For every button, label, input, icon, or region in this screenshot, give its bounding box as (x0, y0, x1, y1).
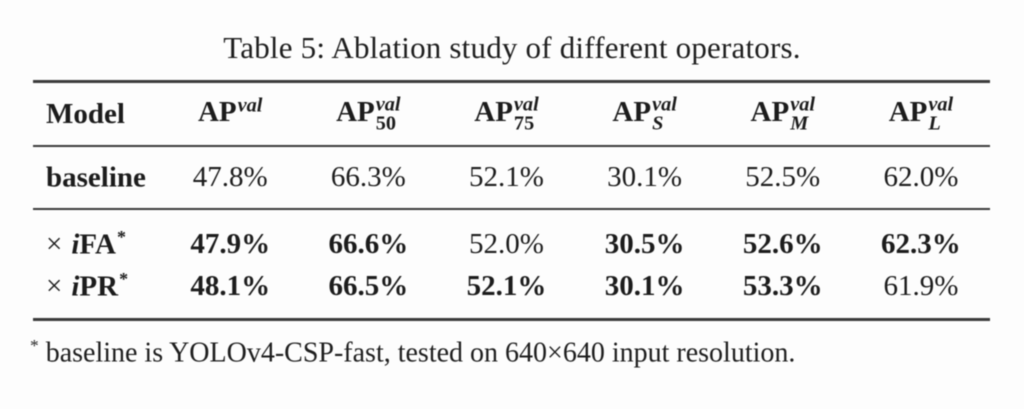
value-cell: 30.1% (607, 161, 683, 193)
value-cell: 52.1% (469, 161, 544, 193)
table-row-baseline: baseline 47.8% 66.3% 52.1% 30.1% 52.5% 6… (33, 146, 990, 209)
value-cell: 48.1% (190, 269, 271, 302)
value-cell: 61.9% (883, 269, 959, 302)
value-cell: 30.5% (604, 227, 685, 260)
table-row-ifa: × iFA* 47.9% 66.6% 52.0% 30.5% 52.6% 62.3… (33, 209, 990, 262)
value-cell: 52.0% (469, 227, 544, 260)
table-row-ipr: × iPR* 48.1% 66.5% 52.1% 30.1% 53.3% 61.9… (33, 262, 990, 320)
header-ap: AP val (197, 93, 263, 128)
value-cell: 30.1% (604, 269, 685, 302)
header-row: Model AP val AP val 50 AP val 75 AP val S AP val… (33, 81, 990, 146)
value-cell: 62.3% (881, 227, 961, 260)
header-ap50: AP val 50 (336, 93, 401, 135)
asterisk-superscript: * (119, 268, 129, 289)
model-name: FA (79, 228, 116, 261)
header-ap75: AP val 75 (474, 93, 539, 135)
header-ap-m: AP val M (750, 93, 815, 135)
model-name: PR (79, 270, 119, 303)
value-cell: 66.5% (328, 269, 409, 302)
header-ap-s: AP val S (612, 93, 677, 135)
value-cell: 52.6% (742, 227, 823, 260)
asterisk-superscript: * (116, 226, 126, 247)
header-model: Model (46, 97, 125, 130)
times-symbol: × (46, 228, 63, 261)
model-cell: baseline (33, 146, 161, 209)
model-name: baseline (46, 161, 146, 194)
times-symbol: × (46, 270, 63, 303)
table-footnote: * baseline is YOLOv4-CSP-fast, tested on … (30, 336, 1024, 369)
model-cell: × iPR* (46, 268, 129, 303)
value-cell: 66.3% (330, 161, 406, 193)
ablation-table: Model AP val AP val 50 AP val 75 AP val S AP val… (33, 80, 990, 321)
value-cell: 62.0% (883, 161, 959, 193)
value-cell: 52.5% (745, 161, 821, 193)
value-cell: 53.3% (742, 269, 823, 302)
footnote-text: baseline is YOLOv4-CSP-fast, tested on 6… (45, 337, 796, 369)
value-cell: 47.9% (190, 227, 271, 260)
value-cell: 47.8% (192, 161, 268, 193)
value-cell: 52.1% (466, 269, 547, 302)
model-cell: × iFA* (46, 226, 126, 261)
table-caption: Table 5: Ablation study of different ope… (223, 30, 801, 65)
value-cell: 66.6% (328, 227, 409, 260)
header-ap-l: AP val L (888, 93, 954, 135)
footnote-asterisk: * (30, 336, 39, 355)
